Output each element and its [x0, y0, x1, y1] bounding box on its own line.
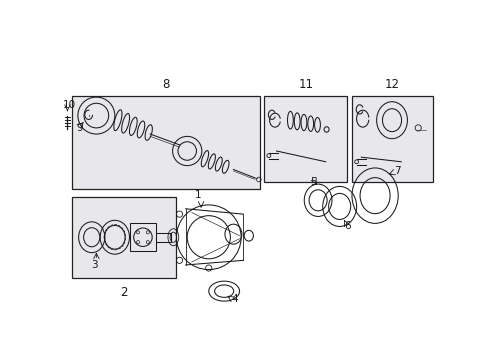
Text: 5: 5: [310, 177, 317, 187]
Text: 1: 1: [195, 190, 201, 200]
Text: 9: 9: [76, 123, 83, 133]
Text: 12: 12: [385, 78, 400, 91]
Bar: [264, 95, 347, 182]
Bar: [352, 95, 433, 182]
Text: 10: 10: [63, 100, 76, 110]
Text: 4: 4: [232, 294, 238, 304]
Text: 8: 8: [162, 78, 170, 91]
Text: 2: 2: [120, 286, 127, 299]
Bar: [156, 233, 171, 242]
Bar: [72, 95, 260, 189]
Text: 7: 7: [394, 166, 401, 176]
Text: 3: 3: [92, 260, 98, 270]
Bar: [130, 223, 156, 251]
Text: 6: 6: [344, 221, 351, 231]
Bar: [72, 197, 175, 278]
Text: 11: 11: [298, 78, 313, 91]
